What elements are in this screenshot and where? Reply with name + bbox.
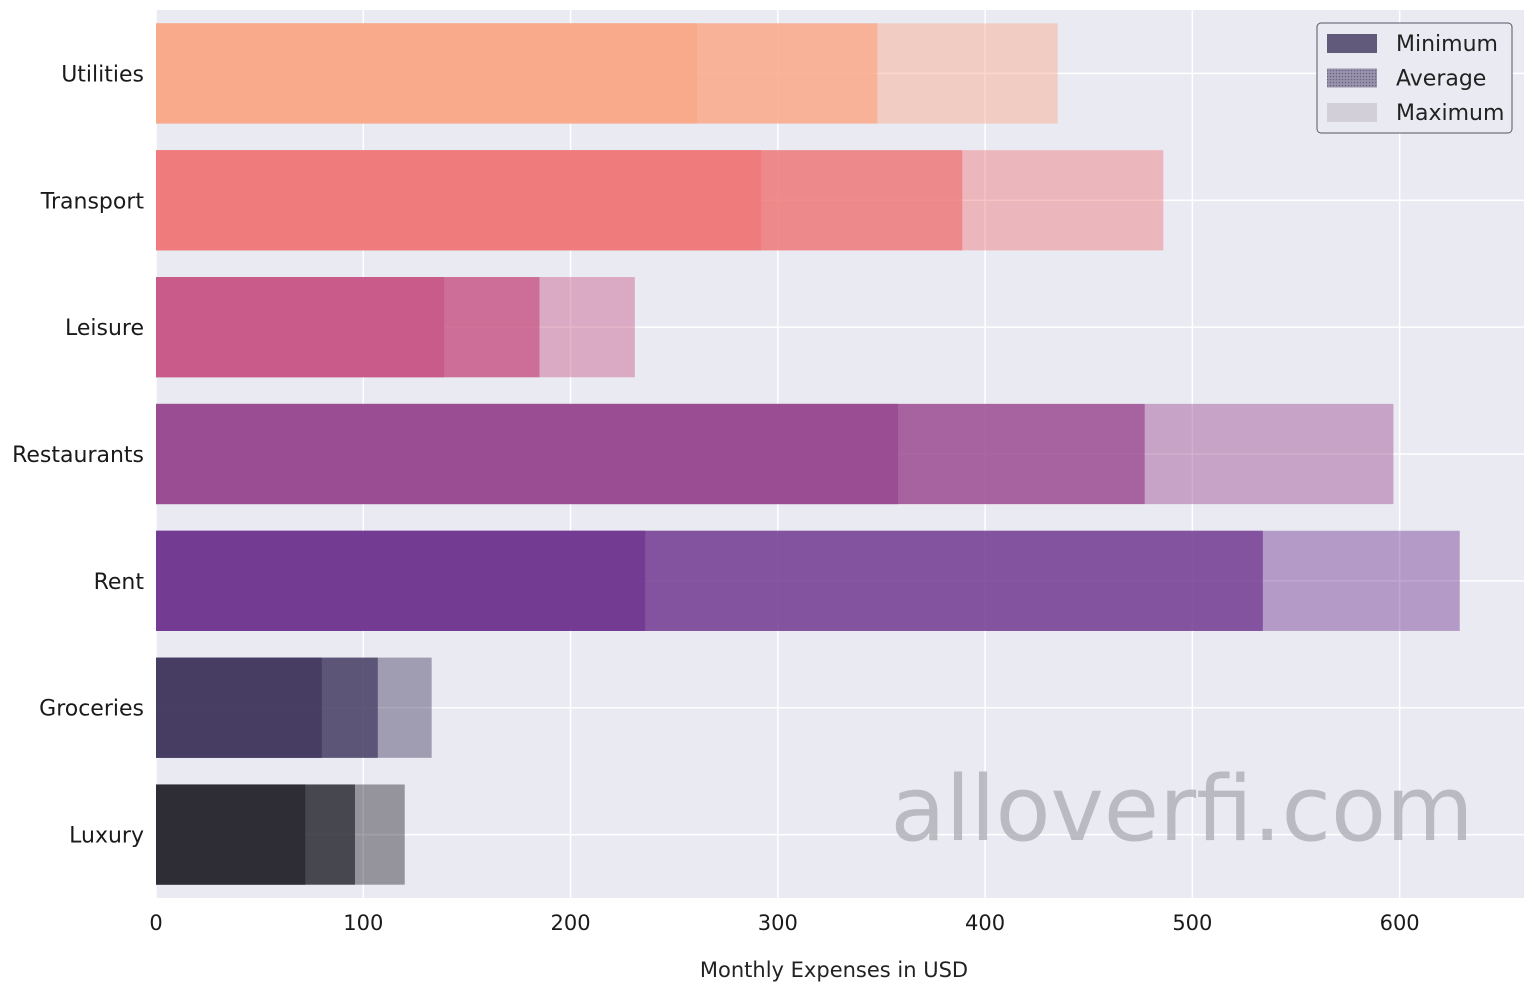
legend-label-maximum: Maximum [1396, 101, 1504, 126]
x-tick-label: 500 [1172, 911, 1212, 935]
x-tick-label: 600 [1380, 911, 1420, 935]
bar-rent-minimum [156, 530, 646, 631]
legend: Minimum Average Maximum [1316, 22, 1513, 134]
bar-transport-minimum [156, 150, 762, 251]
legend-swatch-maximum [1327, 103, 1377, 122]
category-label: Groceries [39, 697, 144, 722]
category-label: Utilities [61, 62, 144, 87]
category-label: Luxury [69, 824, 144, 849]
bars [156, 23, 1460, 885]
category-labels: Utilities Transport Leisure Restaurants Rent… [12, 62, 144, 848]
legend-label-average: Average [1396, 67, 1486, 92]
x-tick-labels: 0 100 200 300 400 500 600 [149, 911, 1419, 935]
bar-restaurants-minimum [156, 403, 899, 505]
category-label: Rent [94, 570, 145, 595]
category-label: Leisure [65, 316, 144, 341]
bar-utilities-minimum [156, 23, 697, 124]
category-label: Transport [40, 189, 145, 214]
legend-swatch-minimum [1327, 34, 1377, 53]
x-tick-label: 400 [965, 911, 1005, 935]
bar-leisure-minimum [156, 277, 445, 378]
x-tick-label: 0 [149, 911, 162, 935]
x-tick-label: 200 [550, 911, 590, 935]
x-tick-label: 300 [758, 911, 798, 935]
bar-groceries-minimum [156, 657, 322, 758]
legend-label-minimum: Minimum [1396, 32, 1498, 57]
x-tick-label: 100 [343, 911, 383, 935]
x-axis-title: Monthly Expenses in USD [700, 958, 968, 982]
legend-swatch-average [1327, 68, 1377, 88]
watermark-text: alloverfi.com [890, 757, 1473, 862]
bar-luxury-minimum [156, 784, 306, 885]
category-label: Restaurants [12, 443, 144, 468]
